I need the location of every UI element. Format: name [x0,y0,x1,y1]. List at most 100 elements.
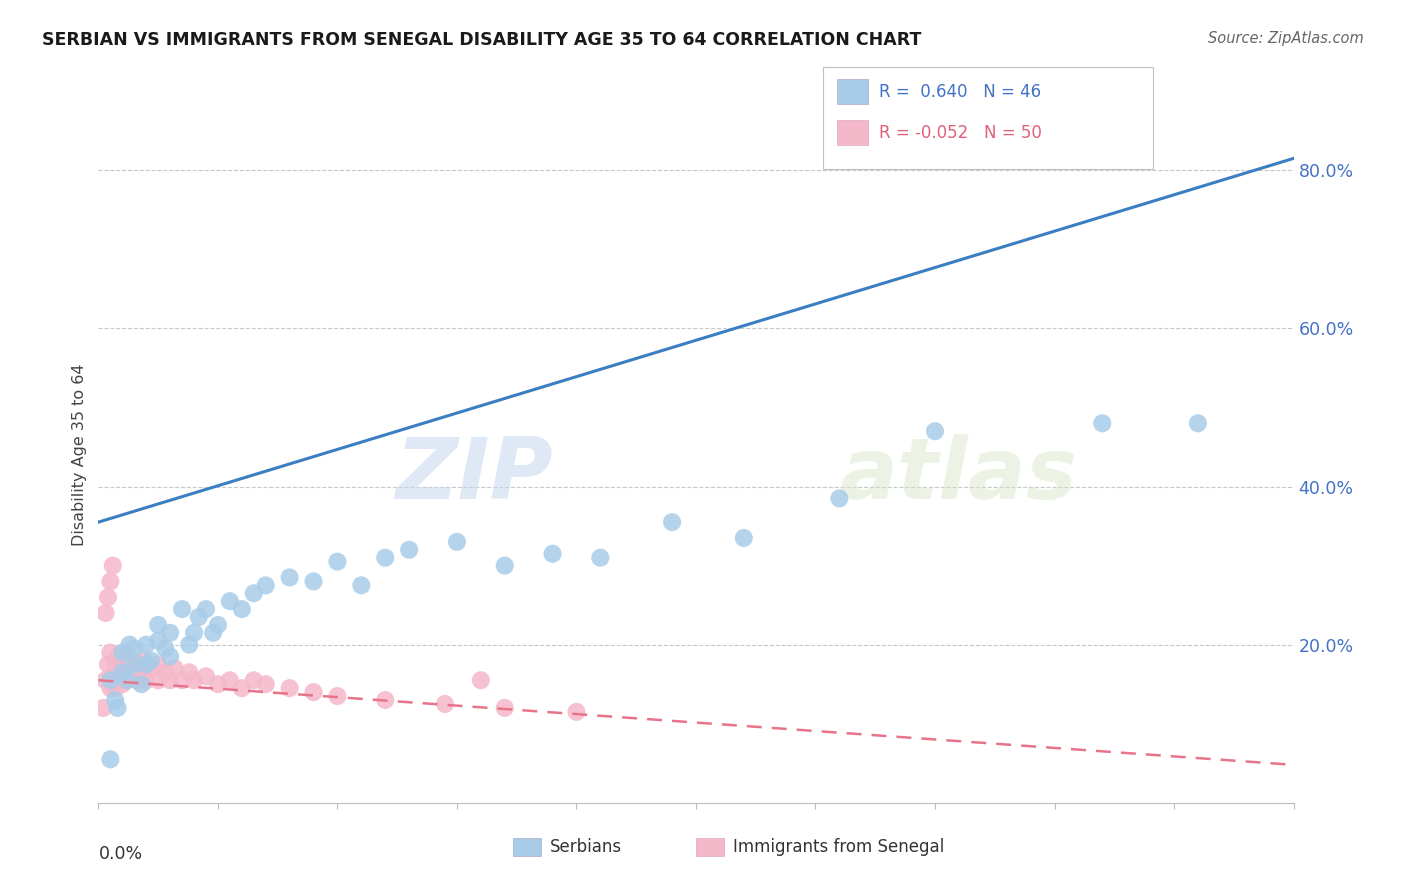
Point [398,542,420,557]
Point [135,673,157,688]
Point [97,591,120,605]
Point [1187,417,1209,431]
Text: R =  0.640   N = 46: R = 0.640 N = 46 [879,83,1040,101]
Point [326,555,349,569]
Point [111,646,134,660]
Point [114,665,136,680]
Point [828,491,851,506]
Point [94,673,117,688]
Point [132,653,155,667]
Point [589,550,612,565]
Text: atlas: atlas [839,434,1077,517]
Point [139,653,162,667]
Point [115,673,138,688]
Point [91,701,114,715]
Point [111,677,134,691]
Point [446,534,468,549]
Point [243,673,266,688]
Point [254,578,277,592]
Point [470,673,492,688]
Text: Serbians: Serbians [550,838,621,856]
Point [148,633,170,648]
Point [118,661,141,675]
Point [183,625,205,640]
Point [148,618,170,632]
Point [94,606,117,620]
Point [179,665,201,680]
Point [104,693,127,707]
Text: SERBIAN VS IMMIGRANTS FROM SENEGAL DISABILITY AGE 35 TO 64 CORRELATION CHART: SERBIAN VS IMMIGRANTS FROM SENEGAL DISAB… [42,31,921,49]
Point [661,515,683,529]
Point [302,685,325,699]
Text: ZIP: ZIP [395,434,553,517]
Point [326,689,349,703]
Text: 0.0%: 0.0% [98,845,142,863]
Point [494,558,516,573]
Point [107,649,129,664]
Point [111,653,134,667]
Point [124,665,146,680]
Point [98,646,122,660]
Point [243,586,266,600]
Point [104,681,127,695]
Point [111,665,134,680]
Point [207,618,229,632]
Point [172,602,194,616]
Point [159,625,181,640]
Point [163,661,186,675]
Point [231,681,253,695]
Point [118,638,141,652]
Point [98,752,122,766]
Point [350,578,373,592]
Point [101,669,124,683]
Point [565,705,588,719]
Point [924,424,946,438]
Point [374,550,396,565]
Point [541,547,564,561]
Text: Source: ZipAtlas.com: Source: ZipAtlas.com [1208,31,1364,46]
Point [115,673,138,688]
Point [231,602,253,616]
Point [374,693,396,707]
Point [433,697,456,711]
Point [139,661,162,675]
Point [202,625,225,640]
Point [131,665,153,680]
Point [159,673,181,688]
Point [125,673,148,688]
Point [98,574,122,589]
Point [107,701,129,715]
Point [155,665,177,680]
Point [172,673,194,688]
Point [302,574,325,589]
Point [219,673,242,688]
Point [108,661,131,675]
Point [124,641,146,656]
Point [254,677,277,691]
Point [494,701,516,715]
Point [183,673,205,688]
Point [278,681,301,695]
Point [98,673,122,688]
Point [733,531,755,545]
Text: R = -0.052   N = 50: R = -0.052 N = 50 [879,124,1042,142]
Point [97,657,120,672]
Point [194,602,218,616]
Point [159,649,181,664]
Point [131,677,153,691]
Point [187,610,209,624]
Point [278,570,301,584]
Point [1091,417,1114,431]
Point [98,681,122,695]
Point [135,638,157,652]
Point [101,558,124,573]
Point [121,653,143,667]
Point [107,673,129,688]
Point [155,641,177,656]
Point [124,657,146,672]
Point [148,673,170,688]
Point [219,594,242,608]
Point [194,669,218,683]
Point [148,657,170,672]
Point [207,677,229,691]
